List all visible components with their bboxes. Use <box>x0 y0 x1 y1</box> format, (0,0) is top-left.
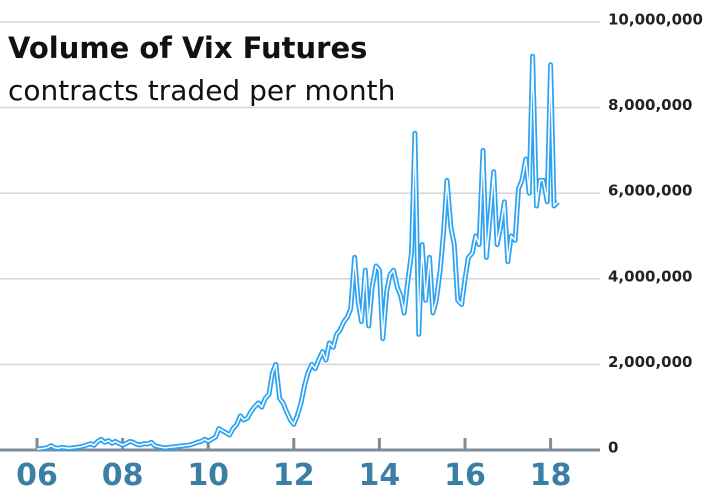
y-tick-label: 10,000,000 <box>608 11 703 29</box>
y-tick-label: 4,000,000 <box>608 267 692 285</box>
x-tick-label: 18 <box>530 458 572 489</box>
y-tick-label: 0 <box>608 439 618 457</box>
y-tick-label: 2,000,000 <box>608 353 692 371</box>
line-outline <box>36 53 560 452</box>
x-tick-label: 16 <box>444 458 486 489</box>
x-tick-label: 14 <box>359 458 401 489</box>
x-tick-label: 10 <box>187 458 229 489</box>
x-tick-label: 12 <box>273 458 315 489</box>
y-tick-label: 6,000,000 <box>608 182 692 200</box>
chart-title: Volume of Vix Futures <box>8 31 367 65</box>
x-tick-label: 08 <box>102 458 144 489</box>
y-tick-label: 8,000,000 <box>608 96 692 114</box>
x-tick-label: 06 <box>16 458 58 489</box>
line <box>36 55 559 450</box>
chart-subtitle: contracts traded per month <box>8 74 395 107</box>
